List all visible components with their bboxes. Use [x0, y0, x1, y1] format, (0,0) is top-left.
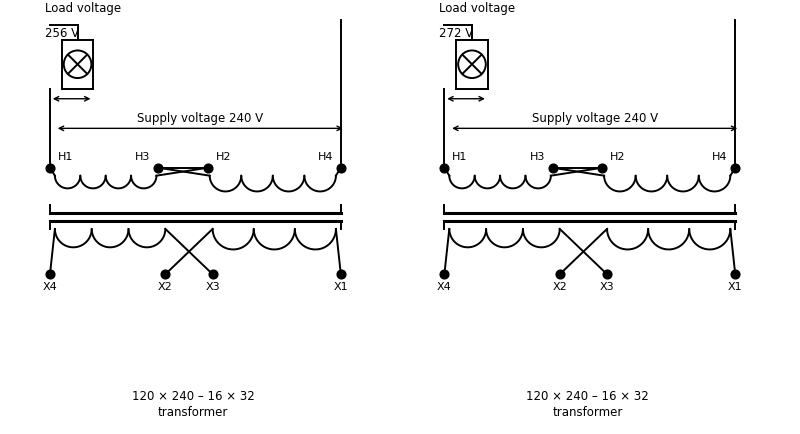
Text: X3: X3	[600, 282, 614, 292]
Text: X1: X1	[728, 282, 742, 292]
Text: H4: H4	[712, 152, 727, 162]
Text: X3: X3	[206, 282, 220, 292]
Text: 120 × 240 – 16 × 32: 120 × 240 – 16 × 32	[526, 391, 649, 404]
Text: X4: X4	[42, 282, 58, 292]
Text: X4: X4	[437, 282, 452, 292]
Text: H1: H1	[58, 152, 74, 162]
Text: Load voltage: Load voltage	[439, 2, 515, 15]
Text: H2: H2	[610, 152, 626, 162]
Text: 256 V: 256 V	[45, 27, 79, 40]
Text: H1: H1	[452, 152, 468, 162]
Text: Supply voltage 240 V: Supply voltage 240 V	[532, 112, 658, 125]
Text: H3: H3	[135, 152, 150, 162]
Text: H3: H3	[530, 152, 545, 162]
Text: 272 V: 272 V	[439, 27, 474, 40]
Text: X2: X2	[158, 282, 173, 292]
Text: H4: H4	[318, 152, 333, 162]
Text: Load voltage: Load voltage	[45, 2, 121, 15]
Text: 120 × 240 – 16 × 32: 120 × 240 – 16 × 32	[131, 391, 254, 404]
Text: X1: X1	[334, 282, 348, 292]
Text: Supply voltage 240 V: Supply voltage 240 V	[138, 112, 263, 125]
Text: transformer: transformer	[552, 406, 622, 419]
Text: X2: X2	[552, 282, 567, 292]
Text: transformer: transformer	[158, 406, 228, 419]
Text: H2: H2	[216, 152, 231, 162]
